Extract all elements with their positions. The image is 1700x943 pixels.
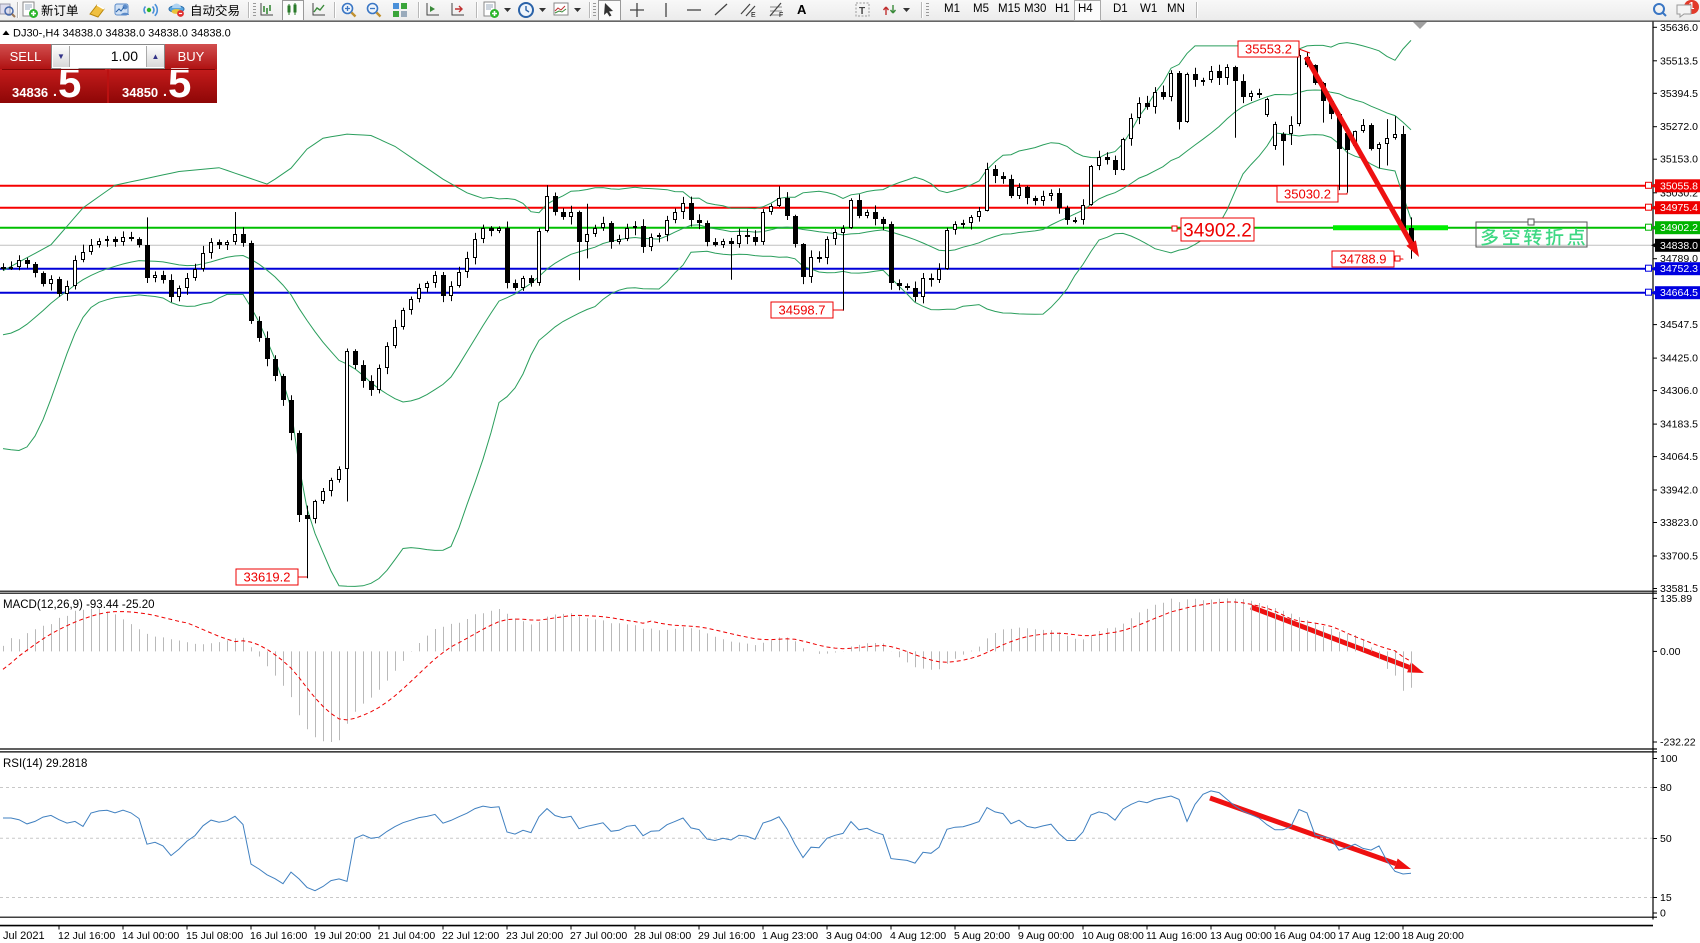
svg-text:27 Jul 00:00: 27 Jul 00:00 (570, 930, 627, 942)
svg-text:22 Jul 12:00: 22 Jul 12:00 (442, 930, 499, 942)
svg-text:34425.0: 34425.0 (1660, 353, 1698, 365)
svg-text:34838.0: 34838.0 (1660, 240, 1698, 252)
svg-text:19 Jul 20:00: 19 Jul 20:00 (314, 930, 371, 942)
svg-text:80: 80 (1660, 782, 1672, 794)
svg-text:35394.5: 35394.5 (1660, 88, 1698, 100)
svg-text:33942.0: 33942.0 (1660, 485, 1698, 497)
svg-text:0: 0 (1660, 908, 1666, 920)
svg-text:RSI(14) 29.2818: RSI(14) 29.2818 (3, 758, 87, 770)
svg-text:34752.3: 34752.3 (1660, 263, 1698, 275)
svg-text:33581.5: 33581.5 (1660, 583, 1698, 595)
svg-text:12 Jul 16:00: 12 Jul 16:00 (58, 930, 115, 942)
svg-text:33700.5: 33700.5 (1660, 551, 1698, 563)
svg-text:16 Jul 16:00: 16 Jul 16:00 (250, 930, 307, 942)
svg-text:35553.2: 35553.2 (1245, 42, 1292, 57)
svg-text:23 Jul 20:00: 23 Jul 20:00 (506, 930, 563, 942)
svg-text:0.00: 0.00 (1660, 646, 1681, 658)
svg-text:14 Jul 00:00: 14 Jul 00:00 (122, 930, 179, 942)
svg-text:35153.0: 35153.0 (1660, 154, 1698, 166)
svg-text:MACD(12,26,9) -93.44 -25.20: MACD(12,26,9) -93.44 -25.20 (3, 599, 155, 611)
svg-text:35636.0: 35636.0 (1660, 22, 1698, 34)
svg-text:3 Aug 04:00: 3 Aug 04:00 (826, 930, 882, 942)
svg-text:15: 15 (1660, 892, 1672, 904)
svg-text:33619.2: 33619.2 (244, 570, 291, 585)
svg-text:1 Aug 23:00: 1 Aug 23:00 (762, 930, 818, 942)
svg-text:35513.5: 35513.5 (1660, 55, 1698, 67)
svg-text:35030.2: 35030.2 (1284, 187, 1331, 202)
svg-text:33823.0: 33823.0 (1660, 517, 1698, 529)
svg-text:10 Aug 08:00: 10 Aug 08:00 (1082, 930, 1144, 942)
svg-text:135.89: 135.89 (1660, 593, 1692, 605)
svg-text:-232.22: -232.22 (1660, 737, 1696, 749)
svg-text:29 Jul 16:00: 29 Jul 16:00 (698, 930, 755, 942)
svg-text:34902.2: 34902.2 (1183, 220, 1252, 241)
svg-text:34598.7: 34598.7 (779, 303, 826, 318)
svg-text:34902.2: 34902.2 (1660, 222, 1698, 234)
svg-text:34547.5: 34547.5 (1660, 319, 1698, 331)
svg-text:9 Aug 00:00: 9 Aug 00:00 (1018, 930, 1074, 942)
svg-text:34664.5: 34664.5 (1660, 287, 1698, 299)
svg-text:28 Jul 08:00: 28 Jul 08:00 (634, 930, 691, 942)
svg-text:34183.5: 34183.5 (1660, 419, 1698, 431)
svg-text:17 Aug 12:00: 17 Aug 12:00 (1338, 930, 1400, 942)
svg-text:34306.0: 34306.0 (1660, 385, 1698, 397)
svg-text:16 Aug 04:00: 16 Aug 04:00 (1274, 930, 1336, 942)
svg-text:100: 100 (1660, 753, 1678, 765)
svg-text:15 Jul 08:00: 15 Jul 08:00 (186, 930, 243, 942)
svg-text:34975.4: 34975.4 (1660, 202, 1698, 214)
svg-text:50: 50 (1660, 833, 1672, 845)
svg-text:5 Aug 20:00: 5 Aug 20:00 (954, 930, 1010, 942)
svg-text:35272.0: 35272.0 (1660, 121, 1698, 133)
svg-text:13 Aug 00:00: 13 Aug 00:00 (1210, 930, 1272, 942)
svg-text:18 Aug 20:00: 18 Aug 20:00 (1402, 930, 1464, 942)
svg-text:21 Jul 04:00: 21 Jul 04:00 (378, 930, 435, 942)
svg-text:DJ30-,H4 34838.0 34838.0 3483: DJ30-,H4 34838.0 34838.0 34838.0 34838.0 (13, 28, 231, 40)
svg-text:Jul 2021: Jul 2021 (3, 930, 45, 942)
svg-text:34788.9: 34788.9 (1340, 252, 1387, 267)
svg-text:4 Aug 12:00: 4 Aug 12:00 (890, 930, 946, 942)
svg-text:34064.5: 34064.5 (1660, 451, 1698, 463)
svg-text:11 Aug 16:00: 11 Aug 16:00 (1146, 930, 1207, 942)
svg-text:35055.8: 35055.8 (1660, 180, 1698, 192)
